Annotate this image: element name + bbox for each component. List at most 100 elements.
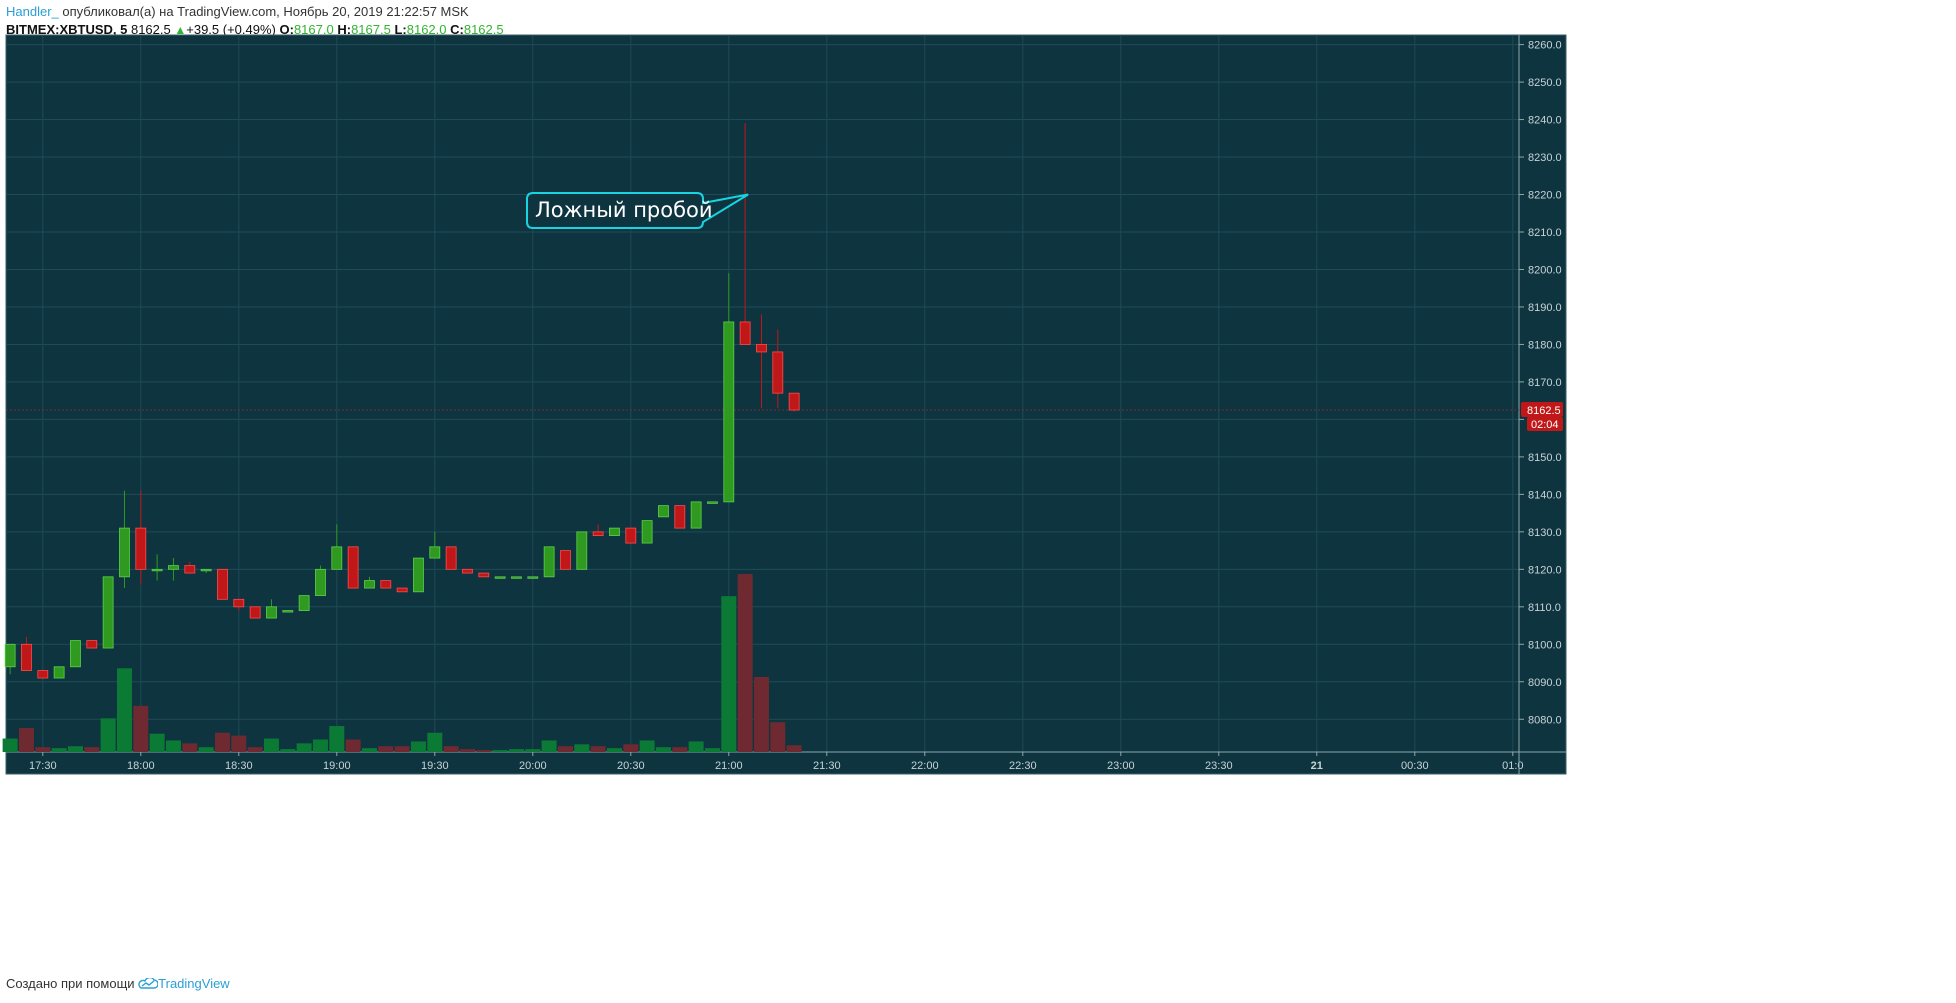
high-value: 8167.5 <box>351 22 391 37</box>
candle-body-up <box>151 568 163 572</box>
candle-body-up <box>266 606 277 619</box>
candle-body-up <box>658 505 669 518</box>
candle-body-up <box>282 610 294 613</box>
close-value: 8162.5 <box>463 22 504 37</box>
time-tick-label: 01:0 <box>1502 760 1523 772</box>
candle-body-up <box>511 576 522 579</box>
time-tick-label: 20:30 <box>617 760 645 772</box>
created-with-text: Создано при помощи <box>6 976 135 991</box>
volume-bar-up <box>655 747 671 752</box>
callout-text: Ложный пробой <box>535 198 713 222</box>
time-tick-label: 21:30 <box>813 760 841 772</box>
candle-body-down <box>135 527 147 570</box>
volume-bar-up <box>329 726 345 752</box>
volume-bar-down <box>214 732 230 752</box>
open-value: 8167.0 <box>293 22 334 37</box>
last-price-tag-label: 8162.5 <box>1527 405 1561 417</box>
candle-body-up <box>331 546 343 570</box>
candle-body-up <box>690 501 702 529</box>
volume-bar-up <box>492 750 508 752</box>
candle-body-up <box>494 576 506 579</box>
volume-bar-down <box>737 574 753 752</box>
time-tick-label: 22:30 <box>1009 760 1037 772</box>
open-label: O: <box>279 22 294 37</box>
candle-body-down <box>86 640 98 649</box>
low-label: L: <box>394 22 407 37</box>
candle-body-down <box>37 670 49 679</box>
tradingview-link[interactable]: TradingView <box>158 976 230 991</box>
price-tick-label: 8180.0 <box>1528 339 1562 351</box>
price-tick-label: 8250.0 <box>1528 77 1562 89</box>
price-tick-label: 8210.0 <box>1528 227 1562 239</box>
time-tick-label: 00:30 <box>1401 760 1429 772</box>
symbol-legend: BITMEX:XBTUSD, 5 8162.5 ▲+39.5 (+0.49%) … <box>6 22 504 37</box>
volume-bar-down <box>672 747 688 752</box>
candle-body-down <box>347 546 359 589</box>
volume-bar-up <box>606 748 622 752</box>
symbol-label: BITMEX:XBTUSD, 5 <box>6 22 128 37</box>
tradingview-cloud-icon <box>138 978 159 989</box>
volume-bar-down <box>35 747 51 752</box>
volume-bar-down <box>443 746 459 752</box>
price-tick-label: 8240.0 <box>1528 115 1562 127</box>
candle-body-up <box>364 580 375 589</box>
candle-body-down <box>560 550 571 570</box>
time-tick-label: 20:00 <box>519 760 547 772</box>
countdown-tag-label: 02:04 <box>1531 419 1559 431</box>
publish-info: Handler_ опубликовал(а) на TradingView.c… <box>6 4 469 19</box>
volume-bar-down <box>345 739 361 752</box>
price-tick-label: 8220.0 <box>1528 190 1562 202</box>
footer: Создано при помощи TradingView <box>6 976 230 991</box>
volume-bar-up <box>149 733 165 752</box>
volume-bar-down <box>378 746 394 752</box>
candle-body-down <box>756 344 767 353</box>
volume-bar-down <box>786 745 802 752</box>
volume-bar-down <box>231 735 247 752</box>
candle-body-up <box>413 557 424 593</box>
volume-bar-up <box>280 749 296 752</box>
candle-body-down <box>184 565 196 574</box>
candle-body-down <box>249 606 261 619</box>
price-tick-label: 8090.0 <box>1528 677 1562 689</box>
time-tick-label: 19:30 <box>421 760 449 772</box>
price-tick-label: 8150.0 <box>1528 452 1562 464</box>
volume-bar-up <box>296 743 312 752</box>
last-price: 8162.5 <box>130 22 171 37</box>
candle-body-up <box>315 568 326 596</box>
volume-bar-up <box>721 596 737 752</box>
time-tick-label: 23:30 <box>1205 760 1233 772</box>
time-tick-label: 18:00 <box>127 760 155 772</box>
volume-bar-down <box>247 747 263 752</box>
volume-bar-down <box>476 750 492 752</box>
volume-bar-down <box>623 744 639 752</box>
callout-bubble <box>526 192 749 229</box>
candle-body-up <box>102 576 114 649</box>
candle-body-up <box>576 531 588 570</box>
volume-bar-down <box>590 746 606 752</box>
time-tick-label: 22:00 <box>911 760 939 772</box>
price-tick-label: 8140.0 <box>1528 489 1562 501</box>
volume-bar-up <box>116 668 132 752</box>
volume-bar-up <box>541 740 557 752</box>
volume-bar-down <box>394 746 410 752</box>
author-link[interactable]: Handler_ <box>6 4 59 19</box>
candle-body-up <box>53 666 65 679</box>
volume-bar-up <box>198 747 214 752</box>
candle-body-up <box>527 576 539 579</box>
candle-body-up <box>298 595 310 611</box>
high-label: H: <box>337 22 352 37</box>
time-tick-label: 21 <box>1311 760 1323 772</box>
candle-body-down <box>233 598 245 608</box>
price-tick-label: 8130.0 <box>1528 527 1562 539</box>
candle-body-down <box>462 568 473 574</box>
volume-bar-up <box>312 739 328 752</box>
price-tick-label: 8200.0 <box>1528 264 1562 276</box>
published-text: опубликовал(а) на TradingView.com, Ноябр… <box>62 4 469 19</box>
candle-body-down <box>217 568 228 600</box>
volume-bar-up <box>361 748 377 752</box>
volume-bar-up <box>51 748 67 752</box>
price-tick-label: 8080.0 <box>1528 714 1562 726</box>
price-tick-label: 8260.0 <box>1528 40 1562 52</box>
candle-body-up <box>543 546 555 578</box>
